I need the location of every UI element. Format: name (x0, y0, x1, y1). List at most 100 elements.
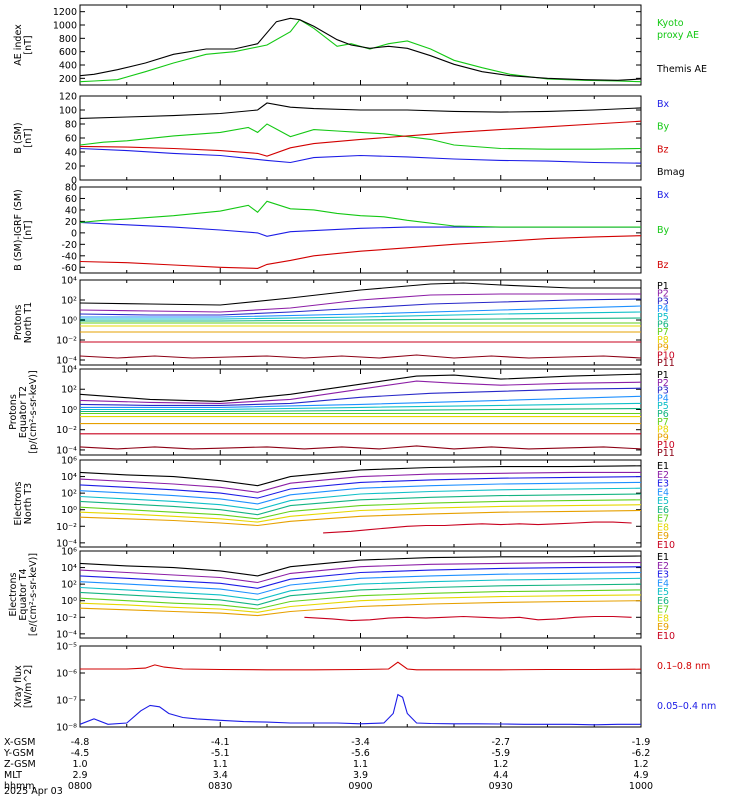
legend-label: Themis AE (656, 64, 707, 75)
legend-label: P2 (657, 378, 669, 389)
panel-5: 10⁻⁴ 10⁻² 10⁰ 10² 10⁴ Protons Equator T2 [p/(cm… (8, 365, 675, 460)
x-table-cell: 0930 (489, 781, 513, 792)
date-label: 2025 Apr 03 (4, 786, 63, 797)
series-line-P2 (79, 380, 642, 404)
x-table-cell: 1000 (629, 781, 653, 792)
x-table-cell: -5.9 (491, 748, 510, 759)
y-tick-label: 40 (65, 205, 77, 216)
series-line-Bz (79, 120, 642, 157)
series-line-E7 (79, 499, 642, 520)
series-line-E1 (79, 465, 642, 487)
series-line-P3 (79, 298, 642, 316)
y-tick-label: 60 (65, 194, 77, 205)
x-table-cell: 0830 (208, 781, 232, 792)
legend-label: E4 (657, 578, 669, 589)
series-line-E9 (79, 600, 642, 617)
y-axis-label: Protons (8, 394, 19, 430)
legend-label: E1 (657, 552, 669, 563)
legend-label: By (657, 225, 670, 236)
series-line-P4 (80, 305, 642, 318)
x-table-cell: -4.5 (71, 748, 90, 759)
y-tick-label: 10⁻⁵ (56, 642, 77, 653)
y-axis-label: Xray flux (13, 665, 24, 708)
y-tick-label: 80 (65, 183, 77, 194)
x-row-label: hhmm (4, 781, 35, 792)
y-tick-label: -20 (61, 240, 77, 251)
series-line-P1 (79, 282, 641, 306)
panel-4: 10⁻⁴ 10⁻² 10⁰ 10² 10⁴ Protons North T1 P1P2P3P4… (13, 276, 675, 370)
series-line-E10 (323, 521, 632, 534)
x-table-cell: 3.9 (353, 770, 368, 781)
series-line-0.05–0.4-nm (79, 693, 641, 726)
legend-label: proxy AE (657, 30, 699, 41)
panel-frame (79, 95, 642, 181)
y-tick-label: 10⁰ (61, 505, 77, 516)
legend-label: P7 (657, 417, 669, 428)
x-table-cell: -5.6 (351, 748, 370, 759)
x-table-cell: -5.1 (211, 748, 230, 759)
series-line-P2 (79, 293, 641, 313)
x-table-cell: 3.4 (213, 770, 228, 781)
legend-label: P8 (657, 425, 669, 436)
panel-frame (79, 4, 642, 86)
legend-label: E7 (657, 605, 669, 616)
y-tick-label: 100 (59, 106, 77, 117)
y-axis-label: [nT] (23, 220, 34, 239)
legend-label: Bz (657, 260, 669, 271)
legend-label: 0.1–0.8 nm (657, 661, 710, 672)
legend-label: P1 (657, 281, 669, 292)
series-line-Themis-AE (79, 17, 642, 81)
series-line-Bz (79, 235, 642, 269)
y-tick-label: 10⁻⁴ (56, 445, 77, 456)
legend-label: E6 (657, 596, 669, 607)
legend-label: E9 (657, 622, 669, 633)
legend-label: P3 (657, 296, 669, 307)
y-tick-label: 20 (65, 217, 77, 228)
x-table-cell: -4.8 (71, 737, 90, 748)
y-tick-label: 200 (59, 74, 77, 85)
legend-label: Bx (657, 99, 670, 110)
legend-label: E9 (657, 531, 669, 542)
series-line-P6 (80, 317, 642, 322)
x-table-cell: 1.1 (353, 759, 368, 770)
y-axis-label: [p/(cm²-s-sr-keV)] (28, 370, 39, 453)
legend-label: E1 (657, 461, 669, 472)
y-axis-label: B (SM)-IGRF (SM) (13, 189, 24, 271)
series-line-E3 (79, 566, 642, 589)
legend-label: E4 (657, 487, 669, 498)
y-tick-label: 10⁴ (61, 276, 77, 287)
panel-7: 10⁻⁴ 10⁻² 10⁰ 10² 10⁴ 10⁶ Electrons Equator T4[… (8, 547, 675, 643)
x-table-cell: 1.2 (493, 759, 508, 770)
y-tick-label: 10² (61, 580, 77, 591)
y-tick-label: 600 (59, 47, 77, 58)
legend-label: Bx (657, 190, 670, 201)
legend-label: P5 (657, 401, 669, 412)
legend-label: E7 (657, 514, 669, 525)
series-line-E2 (79, 562, 641, 584)
legend-label: P9 (657, 432, 669, 443)
y-tick-label: 10⁰ (61, 405, 77, 416)
y-tick-label: 10⁶ (61, 456, 77, 467)
series-line-E8 (79, 504, 642, 523)
series-line-E7 (79, 589, 642, 610)
x-row-label: X-GSM (4, 737, 35, 748)
series-line-E2 (79, 471, 641, 493)
y-tick-label: 10⁴ (61, 365, 77, 376)
legend-label: Kyoto (657, 18, 684, 29)
y-tick-label: 10⁻² (56, 425, 77, 436)
y-axis-label: Protons (13, 305, 24, 341)
y-tick-label: 0 (71, 176, 77, 187)
y-tick-label: 40 (65, 148, 77, 159)
legend-label: E10 (657, 631, 675, 642)
y-tick-label: 1000 (53, 21, 77, 32)
series-line-E8 (79, 594, 642, 613)
x-table-cell: 1.0 (72, 759, 87, 770)
y-tick-label: 10² (61, 489, 77, 500)
y-tick-label: 10² (61, 296, 77, 307)
legend-label: Bmag (657, 167, 685, 178)
y-tick-label: -60 (61, 263, 77, 274)
x-axis-columns: -4.8 -4.1 -3.4 -2.7 -1.9 -4.5 -5.1 -5.6 -5.9 -6.2… (68, 737, 653, 792)
